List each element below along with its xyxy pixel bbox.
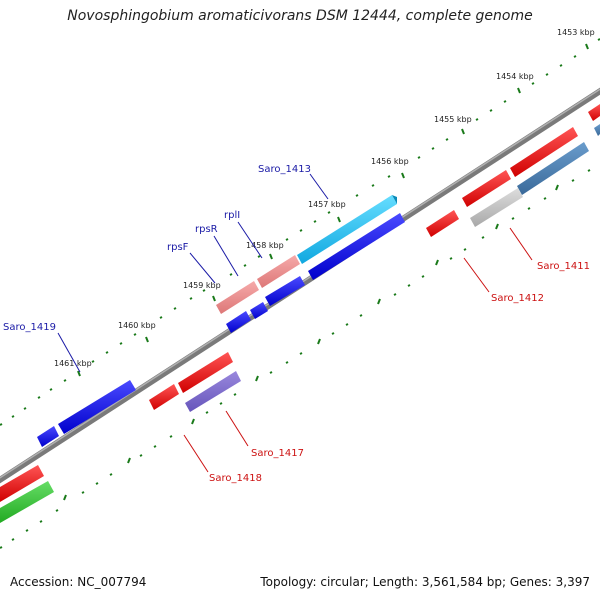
kbp-label-1453: 1453 kbp xyxy=(557,28,595,37)
kbp-label-1457: 1457 kbp xyxy=(308,200,346,209)
gene-label-saro-1412[interactable]: Saro_1412 xyxy=(491,293,544,304)
gene-labels: Saro_1413 rplI rpsR rpsF Saro_1419 Saro_… xyxy=(3,164,590,484)
gene-saro-1413-feature[interactable] xyxy=(297,195,397,264)
gene-label-saro-1413[interactable]: Saro_1413 xyxy=(258,164,311,175)
gene-blue-upper-small[interactable] xyxy=(37,426,59,447)
gene-red-right-small[interactable] xyxy=(426,210,459,237)
gene-red-bottom-left[interactable] xyxy=(0,465,44,502)
genome-summary-text: Topology: circular; Length: 3,561,584 bp… xyxy=(260,575,590,589)
gene-blue-upper-3[interactable] xyxy=(250,302,268,319)
kbp-label-1456: 1456 kbp xyxy=(371,157,409,166)
kbp-label-1459: 1459 kbp xyxy=(183,281,221,290)
gene-saro-1419-feature[interactable] xyxy=(58,380,136,434)
gene-saro-1418-feature[interactable] xyxy=(149,384,179,410)
leader-lines xyxy=(57,173,533,473)
gene-red-middle-1[interactable] xyxy=(178,352,233,393)
gene-label-rpsr[interactable]: rpsR xyxy=(195,224,218,235)
gene-label-saro-1417[interactable]: Saro_1417 xyxy=(251,448,304,459)
gene-blue-upper-1[interactable] xyxy=(308,213,405,280)
kbp-label-1461: 1461 kbp xyxy=(54,359,92,368)
gene-red-right-2[interactable] xyxy=(462,170,511,207)
gene-green-bottom-left[interactable] xyxy=(0,481,54,523)
gene-red-right-edge[interactable] xyxy=(588,104,600,121)
gene-steel-right-edge[interactable] xyxy=(594,124,600,136)
kbp-label-1455: 1455 kbp xyxy=(434,115,472,124)
gene-rpsf-feature[interactable] xyxy=(226,311,251,333)
gene-saro-1417-feature[interactable] xyxy=(185,371,241,412)
inner-scale-ticks xyxy=(0,169,591,549)
gene-rpli-feature[interactable] xyxy=(257,255,300,288)
gene-saro-1411-feature[interactable] xyxy=(517,142,589,195)
kbp-label-1454: 1454 kbp xyxy=(496,72,534,81)
gene-rpsr-feature[interactable] xyxy=(216,281,259,314)
gene-label-saro-1418[interactable]: Saro_1418 xyxy=(209,473,262,484)
gene-label-saro-1411[interactable]: Saro_1411 xyxy=(537,261,590,272)
gene-label-saro-1419[interactable]: Saro_1419 xyxy=(3,322,56,333)
gene-saro-1412-feature[interactable] xyxy=(470,188,523,227)
outer-scale-ticks xyxy=(0,38,600,426)
gene-label-rpsf[interactable]: rpsF xyxy=(167,242,189,253)
accession-text: Accession: NC_007794 xyxy=(10,575,147,589)
kbp-labels: 1453 kbp 1454 kbp 1455 kbp 1456 kbp 1457… xyxy=(54,28,595,368)
gene-blue-upper-2[interactable] xyxy=(265,276,305,306)
genome-title: Novosphingobium aromaticivorans DSM 1244… xyxy=(67,8,533,24)
kbp-label-1460: 1460 kbp xyxy=(118,321,156,330)
gene-label-rpli[interactable]: rplI xyxy=(224,210,240,221)
kbp-label-1458: 1458 kbp xyxy=(246,241,284,250)
gene-red-right-1[interactable] xyxy=(510,127,578,177)
